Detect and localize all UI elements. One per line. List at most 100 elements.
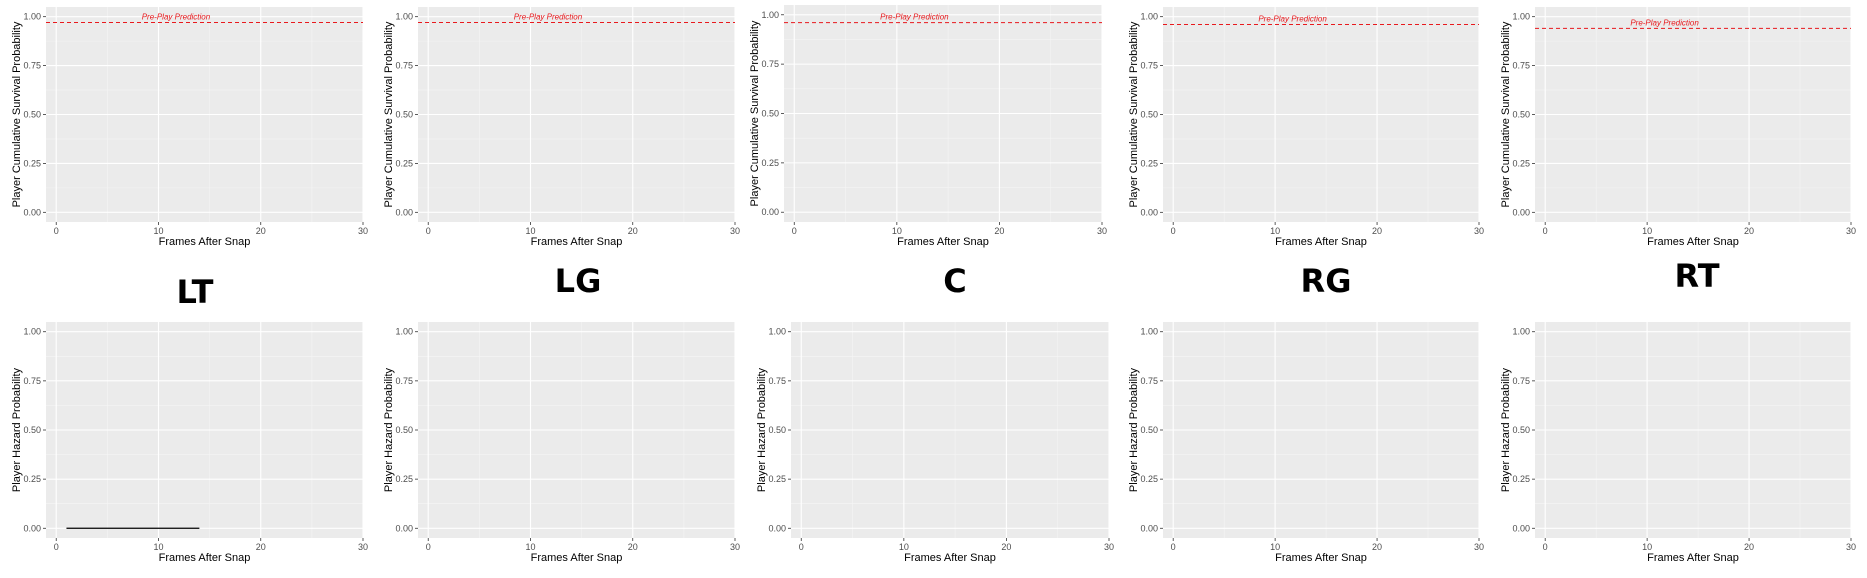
chart-hazard-lt-ytick-label: 1.00	[23, 327, 41, 337]
chart-hazard-c-ytick-label: 0.50	[768, 425, 786, 435]
chart-survival-lt-xtick-label: 20	[256, 226, 266, 236]
chart-hazard-lg-xlabel: Frames After Snap	[531, 552, 623, 564]
chart-hazard-c-xtick-label: 10	[899, 542, 909, 552]
chart-hazard-rg-ytick-label: 0.75	[1140, 376, 1158, 386]
chart-hazard-lt-xlabel: Frames After Snap	[159, 552, 251, 564]
chart-hazard-rt-ytick-label: 0.25	[1512, 474, 1530, 484]
chart-survival-rg-ytick-label: 0.25	[1140, 158, 1158, 168]
chart-hazard-lt-ytick-label: 0.25	[23, 474, 41, 484]
chart-survival-rt-ytick-label: 0.75	[1512, 61, 1530, 71]
chart-hazard-lt-xtick-label: 0	[54, 542, 59, 552]
chart-hazard-rt-ytick-label: 0.00	[1512, 523, 1530, 533]
chart-survival-lt-reference-label: Pre-Play Prediction	[142, 13, 211, 22]
chart-survival-rg-xtick-label: 0	[1171, 226, 1176, 236]
chart-hazard-rt-xtick-label: 20	[1744, 542, 1754, 552]
chart-survival-lg-ytick-label: 0.50	[395, 110, 413, 120]
chart-hazard-lg-ytick-label: 0.00	[395, 523, 413, 533]
chart-hazard-rt-ytick-label: 0.75	[1512, 376, 1530, 386]
chart-hazard-rt-xlabel: Frames After Snap	[1647, 552, 1739, 564]
chart-survival-lg-ytick-label: 0.00	[395, 207, 413, 217]
chart-hazard-rg-xtick-label: 10	[1270, 542, 1280, 552]
chart-survival-lt-ytick-label: 0.50	[23, 110, 41, 120]
chart-survival-rg-ytick-label: 1.00	[1140, 12, 1158, 22]
chart-survival-rt-xtick-label: 20	[1744, 226, 1754, 236]
chart-survival-c-xtick-label: 0	[792, 226, 797, 236]
chart-hazard-lt-ytick-label: 0.50	[23, 425, 41, 435]
chart-survival-rt-ytick-label: 0.00	[1512, 207, 1530, 217]
chart-survival-rg-ytick-label: 0.75	[1140, 61, 1158, 71]
chart-hazard-lg-ytick-label: 1.00	[395, 327, 413, 337]
chart-survival-lt-ytick-label: 0.00	[23, 207, 41, 217]
chart-survival-lt-xtick-label: 10	[153, 226, 163, 236]
chart-hazard-c-xtick-label: 0	[799, 542, 804, 552]
chart-hazard-rt-xtick-label: 30	[1846, 542, 1856, 552]
chart-survival-lt-ytick-label: 1.00	[23, 12, 41, 22]
chart-hazard-lt-xtick-label: 10	[153, 542, 163, 552]
chart-hazard-c-xlabel: Frames After Snap	[904, 552, 996, 564]
chart-survival-rg-xtick-label: 10	[1270, 226, 1280, 236]
chart-survival-rg-xtick-label: 20	[1372, 226, 1382, 236]
chart-survival-c-reference-label: Pre-Play Prediction	[880, 13, 949, 22]
chart-survival-rt-xlabel: Frames After Snap	[1647, 236, 1739, 248]
chart-survival-lt-ylabel: Player Cumulative Survival Probability	[11, 21, 23, 207]
chart-hazard-lt-xtick-label: 30	[358, 542, 368, 552]
chart-hazard-lt-xtick-label: 20	[256, 542, 266, 552]
chart-survival-lg-reference-label: Pre-Play Prediction	[514, 13, 583, 22]
chart-survival-rg-xlabel: Frames After Snap	[1275, 236, 1367, 248]
chart-hazard-lg-ytick-label: 0.75	[395, 376, 413, 386]
chart-hazard-rg-ytick-label: 0.50	[1140, 425, 1158, 435]
chart-survival-c-ytick-label: 1.00	[761, 10, 779, 20]
chart-survival-lg-xtick-label: 30	[730, 226, 740, 236]
chart-hazard-rg-ylabel: Player Hazard Probability	[1128, 367, 1140, 492]
chart-hazard-c-ytick-label: 0.00	[768, 523, 786, 533]
chart-hazard-c-ytick-label: 0.75	[768, 376, 786, 386]
chart-hazard-rg-ytick-label: 0.25	[1140, 474, 1158, 484]
chart-hazard-rg-xtick-label: 20	[1372, 542, 1382, 552]
chart-survival-lt-xlabel: Frames After Snap	[159, 236, 251, 248]
chart-survival-c-ytick-label: 0.25	[761, 158, 779, 168]
chart-hazard-c-ytick-label: 0.25	[768, 474, 786, 484]
chart-hazard-rg-xtick-label: 0	[1171, 542, 1176, 552]
chart-survival-c-ytick-label: 0.00	[761, 207, 779, 217]
chart-survival-lg-xtick-label: 20	[628, 226, 638, 236]
chart-survival-rg-xtick-label: 30	[1474, 226, 1484, 236]
chart-survival-rt-xtick-label: 10	[1642, 226, 1652, 236]
chart-hazard-rg-ytick-label: 0.00	[1140, 523, 1158, 533]
position-label-rg: RG	[1301, 262, 1352, 300]
chart-survival-rg-reference-label: Pre-Play Prediction	[1258, 15, 1327, 24]
chart-survival-rt-xtick-label: 0	[1543, 226, 1548, 236]
chart-hazard-rt-ytick-label: 1.00	[1512, 327, 1530, 337]
chart-survival-lt-ytick-label: 0.75	[23, 61, 41, 71]
position-label-rt: RT	[1674, 257, 1719, 295]
chart-hazard-c-xtick-label: 20	[1001, 542, 1011, 552]
chart-hazard-lg-xtick-label: 30	[730, 542, 740, 552]
chart-hazard-rt-xtick-label: 10	[1642, 542, 1652, 552]
chart-survival-rt-ytick-label: 1.00	[1512, 12, 1530, 22]
chart-hazard-lg-xtick-label: 10	[525, 542, 535, 552]
chart-hazard-lt-ytick-label: 0.00	[23, 523, 41, 533]
chart-hazard-lg-xtick-label: 20	[628, 542, 638, 552]
chart-survival-lg-ytick-label: 0.75	[395, 61, 413, 71]
chart-survival-lg-ytick-label: 1.00	[395, 12, 413, 22]
chart-survival-lt-xtick-label: 30	[358, 226, 368, 236]
chart-survival-rg-ytick-label: 0.50	[1140, 110, 1158, 120]
chart-survival-c-ytick-label: 0.75	[761, 59, 779, 69]
chart-hazard-rg-xlabel: Frames After Snap	[1275, 552, 1367, 564]
chart-survival-rg-ylabel: Player Cumulative Survival Probability	[1128, 21, 1140, 207]
chart-survival-rt-ytick-label: 0.50	[1512, 110, 1530, 120]
chart-hazard-lt-ytick-label: 0.75	[23, 376, 41, 386]
chart-hazard-rt-ylabel: Player Hazard Probability	[1500, 367, 1512, 492]
chart-survival-lg-xtick-label: 10	[525, 226, 535, 236]
chart-survival-c-xtick-label: 30	[1097, 226, 1107, 236]
chart-hazard-c-xtick-label: 30	[1104, 542, 1114, 552]
chart-hazard-lg-ylabel: Player Hazard Probability	[383, 367, 395, 492]
chart-survival-c-ylabel: Player Cumulative Survival Probability	[749, 20, 761, 206]
chart-survival-lg-ylabel: Player Cumulative Survival Probability	[383, 21, 395, 207]
chart-hazard-lt-ylabel: Player Hazard Probability	[11, 367, 23, 492]
chart-survival-c-xlabel: Frames After Snap	[897, 236, 989, 248]
chart-hazard-lg-xtick-label: 0	[426, 542, 431, 552]
chart-survival-rt-reference-label: Pre-Play Prediction	[1630, 18, 1699, 27]
chart-survival-rt-ytick-label: 0.25	[1512, 158, 1530, 168]
chart-survival-c-ytick-label: 0.50	[761, 109, 779, 119]
